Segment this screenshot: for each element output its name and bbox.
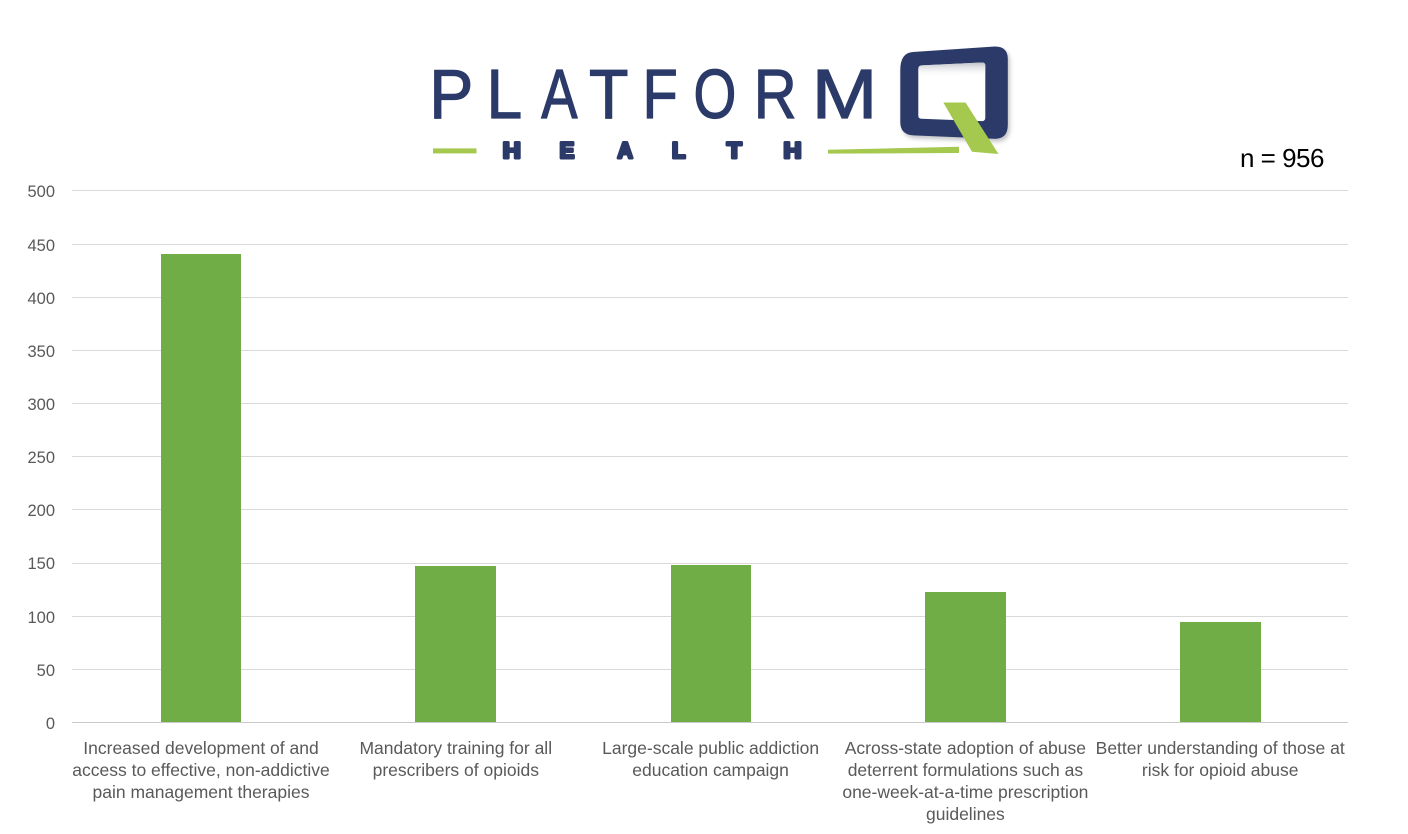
svg-text:E: E [560, 138, 575, 163]
svg-text:A: A [541, 55, 577, 133]
svg-text:F: F [643, 55, 678, 134]
svg-text:M: M [812, 55, 878, 133]
svg-text:H: H [784, 138, 802, 162]
svg-text:L: L [672, 138, 685, 163]
svg-text:H: H [503, 138, 521, 162]
svg-text:P: P [429, 55, 473, 133]
svg-text:T: T [589, 55, 628, 133]
svg-text:R: R [754, 54, 797, 133]
svg-text:T: T [727, 138, 742, 163]
svg-text:O: O [694, 56, 737, 134]
svg-text:A: A [618, 138, 633, 164]
svg-text:L: L [487, 55, 523, 133]
